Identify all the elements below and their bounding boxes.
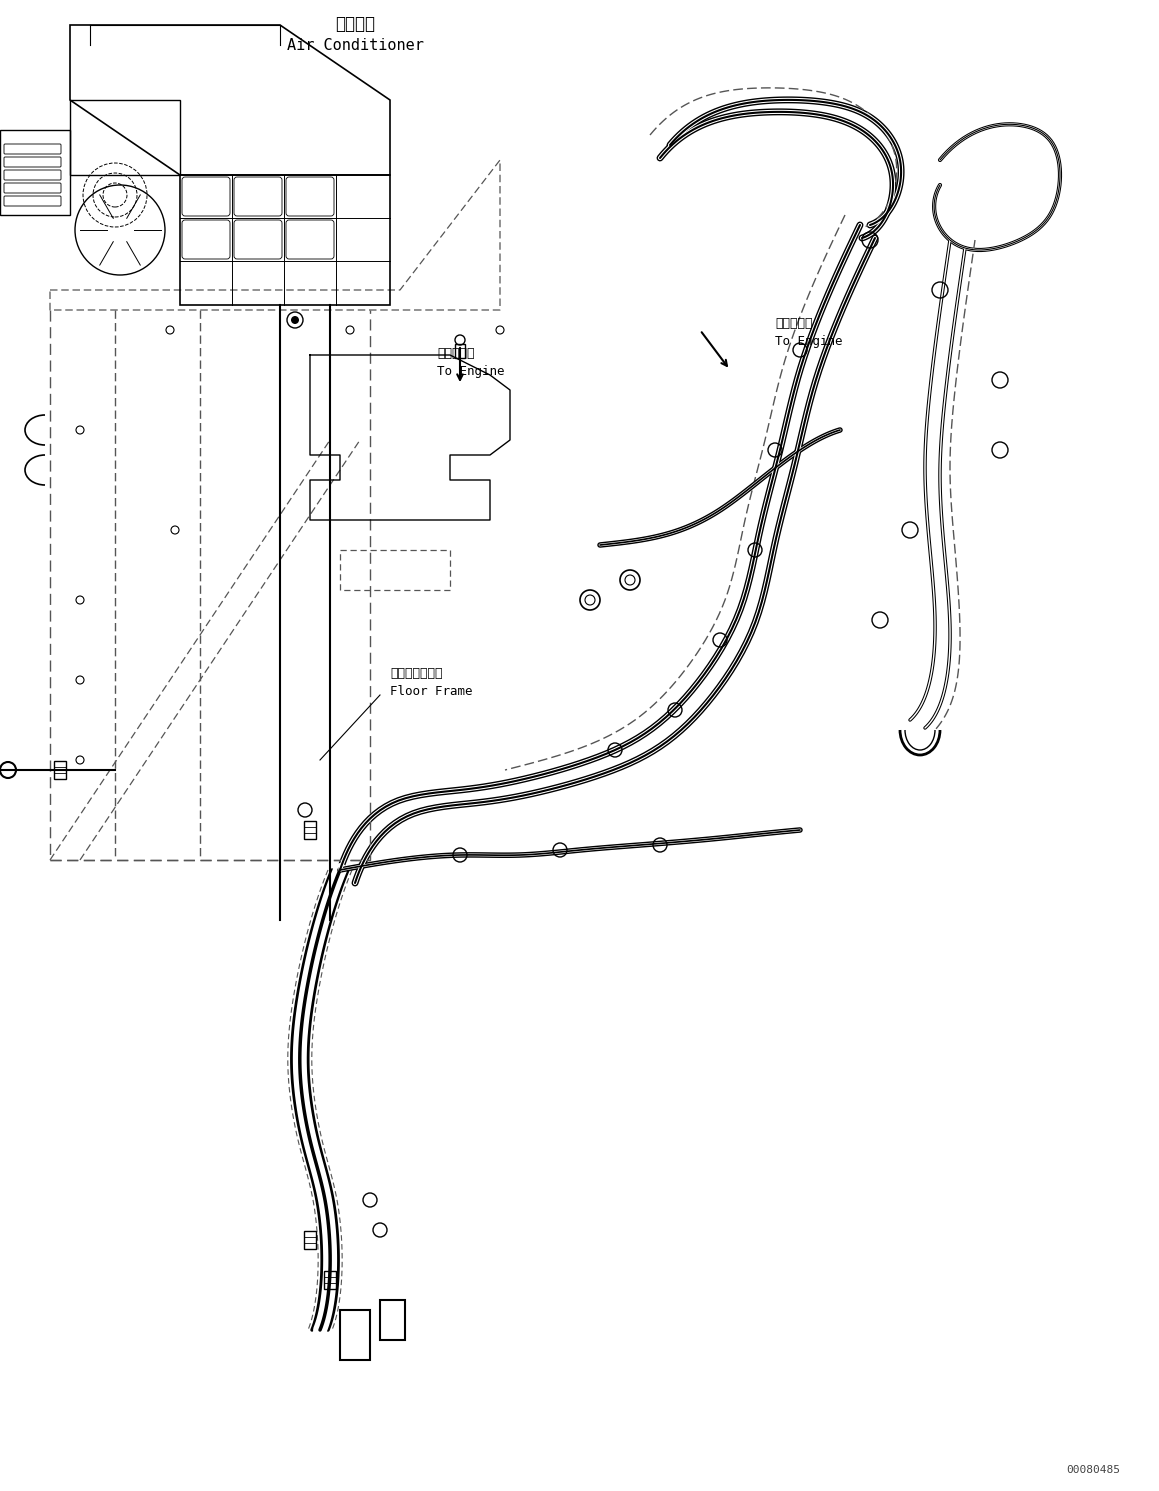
Text: エンジンへ: エンジンへ [775,318,812,330]
Text: エンジンへ: エンジンへ [437,347,474,359]
Bar [340,1311,370,1360]
Text: フロアフレーム: フロアフレーム [389,666,443,680]
Bar [455,344,465,358]
Bar [380,1300,404,1340]
Text: 00080485: 00080485 [1066,1466,1120,1475]
Text: エアコン: エアコン [335,15,376,33]
Text: Air Conditioner: Air Conditioner [286,37,423,54]
Circle shape [291,316,299,324]
Text: Floor Frame: Floor Frame [389,684,473,698]
Bar [304,822,316,839]
Text: To Engine: To Engine [437,365,504,379]
Bar [304,1232,316,1249]
Bar [54,760,66,778]
Bar [325,1270,336,1290]
Text: To Engine: To Engine [775,335,843,347]
